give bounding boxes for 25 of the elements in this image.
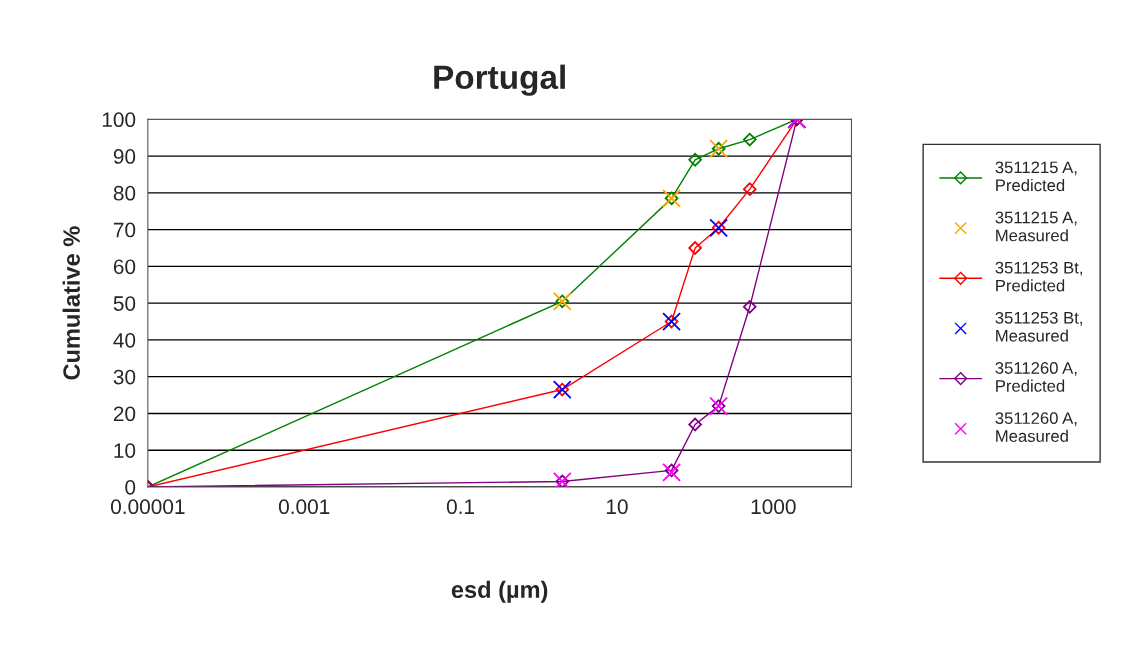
y-tick-label: 20 (113, 406, 136, 422)
legend-label: 3511253 Bt, Measured (995, 311, 1082, 342)
legend-label: 3511215 A, Predicted (995, 161, 1077, 192)
x-tick-label: 0.001 (278, 499, 330, 515)
legend-label: 3511260 A, Measured (995, 412, 1077, 442)
y-tick-label: 60 (113, 259, 136, 275)
x-tick-label: 0.00001 (111, 499, 185, 515)
chart-title: Portugal (434, 64, 565, 96)
y-tick-label: 90 (113, 149, 136, 164)
y-tick-label: 40 (113, 332, 136, 348)
x-tick-label: 0.1 (446, 499, 475, 515)
y-tick-label: 50 (113, 296, 136, 311)
legend-label: 3511253 Bt, Predicted (995, 261, 1082, 292)
y-tick-label: 80 (113, 185, 136, 201)
y-axis-title: Cumulative % (62, 226, 80, 380)
y-tick-label: 0 (125, 479, 136, 495)
y-tick-label: 30 (113, 369, 136, 385)
legend-label: 3511215 A, Measured (995, 211, 1077, 242)
y-tick-label: 10 (114, 443, 136, 458)
legend-label: 3511260 A, Predicted (995, 362, 1077, 392)
x-tick-label: 1000 (751, 499, 796, 515)
x-axis-title: esd (µm) (451, 580, 548, 603)
y-tick-label: 100 (102, 112, 136, 128)
x-tick-label: 10 (606, 499, 628, 515)
y-tick-label: 70 (113, 222, 136, 238)
